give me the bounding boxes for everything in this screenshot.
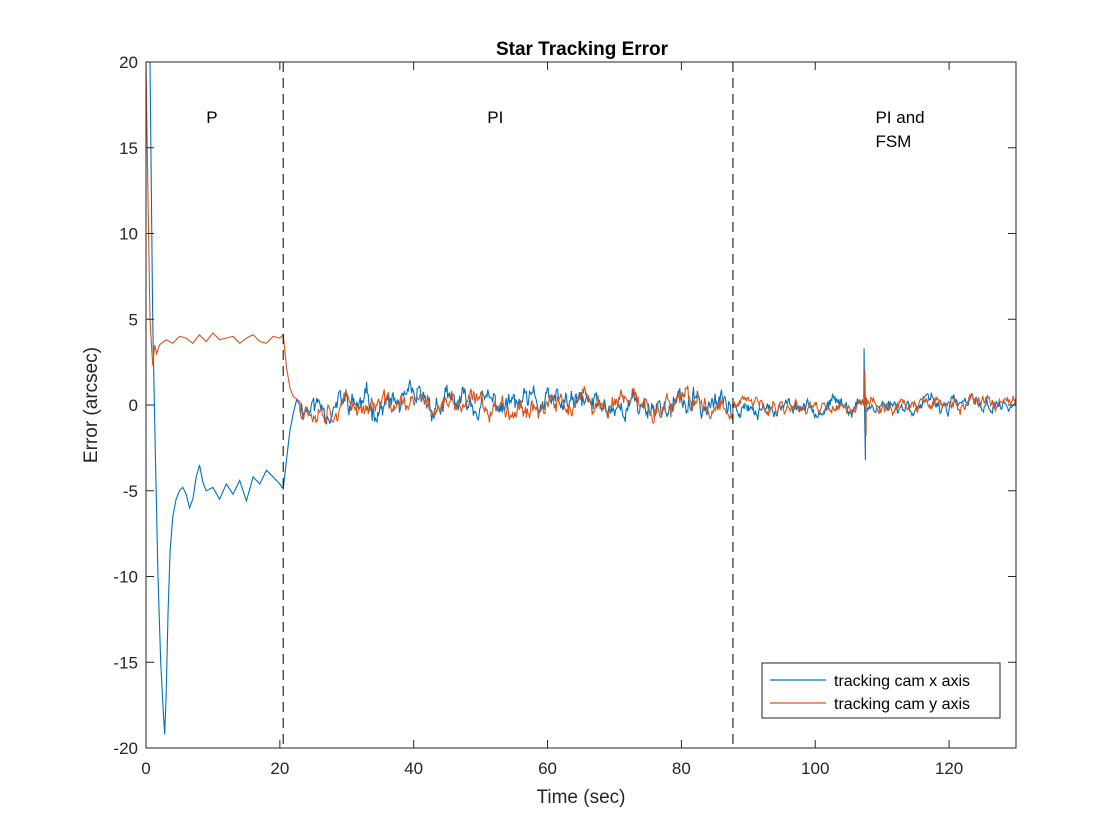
legend: tracking cam x axis tracking cam y axis [761, 662, 1001, 719]
phase-label: PI and [875, 108, 924, 127]
x-tick-label: 60 [538, 759, 557, 778]
x-axis-label: Time (sec) [536, 787, 625, 808]
chart-title: Star Tracking Error [496, 39, 669, 60]
y-tick-label: -15 [113, 653, 138, 672]
legend-box [761, 662, 1001, 719]
series-line-y-axis [146, 62, 1016, 436]
phase-label: FSM [875, 132, 911, 151]
y-tick-label: 5 [129, 310, 138, 329]
y-tick-label: 15 [119, 139, 138, 158]
phase-label: P [206, 108, 217, 127]
x-tick-label: 0 [141, 759, 150, 778]
x-tick-label: 80 [672, 759, 691, 778]
phase-labels: P PI PI and FSM [206, 108, 924, 151]
y-tick-label: -10 [113, 568, 138, 587]
y-axis-label: Error (arcsec) [81, 347, 102, 463]
phase-label: PI [487, 108, 503, 127]
y-tick-label: -5 [123, 482, 138, 501]
x-tick-label: 40 [404, 759, 423, 778]
series-line-x-axis [146, 62, 1016, 735]
x-tick-label: 120 [935, 759, 963, 778]
axis-ticks: 0 20 40 60 80 100 120 -20 -15 -10 -5 0 5 10 15 20 [113, 53, 1016, 778]
plot-area [146, 62, 1016, 748]
x-tick-label: 100 [801, 759, 829, 778]
legend-label-y-axis: tracking cam y axis [834, 696, 970, 713]
y-tick-label: 0 [129, 396, 138, 415]
y-tick-label: 20 [119, 53, 138, 72]
y-tick-label: 10 [119, 225, 138, 244]
legend-label-x-axis: tracking cam x axis [834, 673, 970, 690]
x-tick-label: 20 [270, 759, 289, 778]
y-tick-label: -20 [113, 739, 138, 758]
